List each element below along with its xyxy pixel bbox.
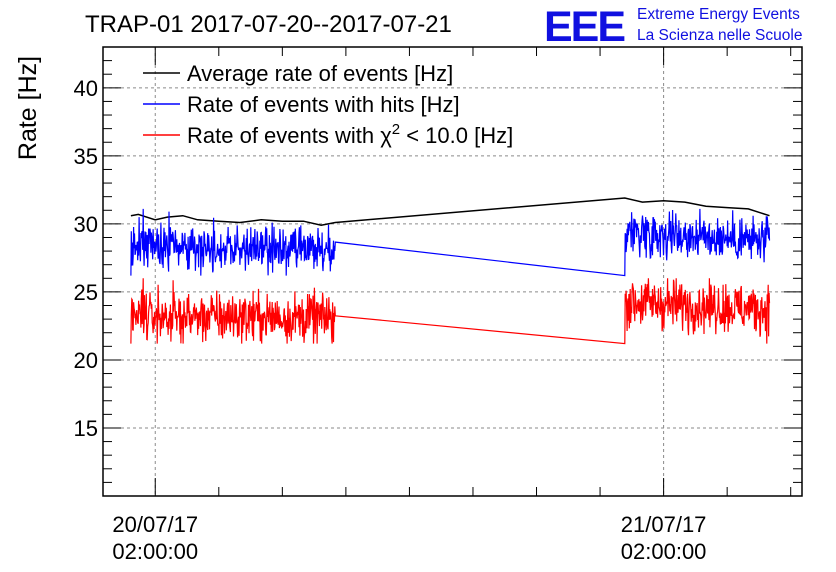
y-tick-label: 30 (74, 212, 98, 237)
y-tick-label: 20 (74, 348, 98, 373)
x-tick-label-date: 21/07/17 (621, 512, 707, 537)
y-tick-label: 15 (74, 416, 98, 441)
axes (102, 46, 803, 497)
series-line-chi2 (130, 278, 771, 345)
grid-lines (103, 47, 802, 496)
x-tick-label-date: 20/07/17 (112, 512, 198, 537)
logo-line-2: La Scienza nelle Scuole (637, 27, 802, 44)
y-tick-labels: 15 20 25 30 35 40 (74, 76, 98, 441)
x-tick-label-time: 02:00:00 (621, 539, 707, 564)
series-line-average (130, 197, 770, 226)
legend: Average rate of events [Hz] Rate of event… (143, 61, 513, 148)
legend-label: Average rate of events [Hz] (187, 61, 453, 86)
eee-logo: EEE Extreme Energy Events La Scienza nel… (544, 3, 802, 51)
legend-label: Rate of events with χ2 < 10.0 [Hz] (187, 121, 513, 148)
data-series (130, 197, 771, 345)
y-tick-label: 25 (74, 280, 98, 305)
chart-title: TRAP-01 2017-07-20--2017-07-21 (85, 11, 452, 38)
x-tick-label-time: 02:00:00 (112, 539, 198, 564)
y-tick-label: 40 (74, 76, 98, 101)
logo-mark: EEE (544, 3, 624, 51)
plot-frame (102, 46, 803, 497)
logo-line-1: Extreme Energy Events (637, 6, 800, 23)
y-tick-label: 35 (74, 144, 98, 169)
legend-label: Rate of events with hits [Hz] (187, 92, 460, 117)
y-axis-label: Rate [Hz] (14, 56, 42, 160)
series-line-hits (130, 208, 771, 277)
